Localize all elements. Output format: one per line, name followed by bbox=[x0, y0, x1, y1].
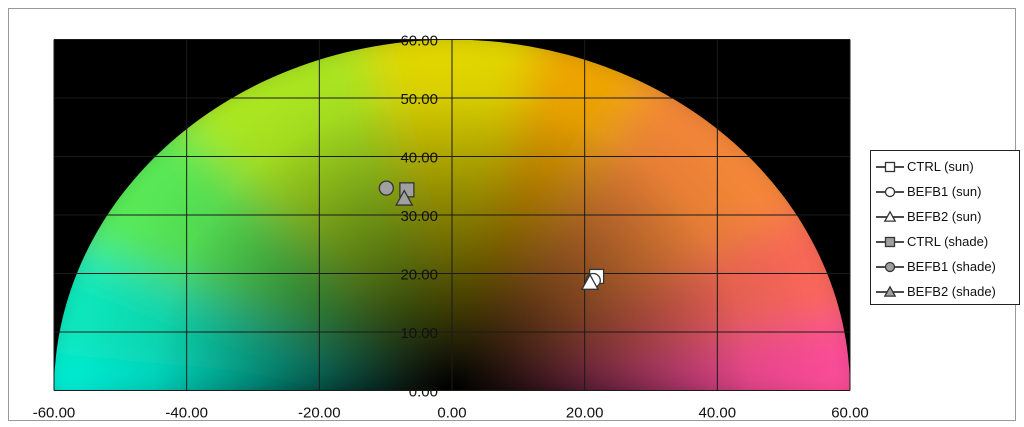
y-tick-label: 20.00 bbox=[400, 267, 438, 284]
legend-symbol-icon bbox=[876, 161, 904, 172]
legend-symbol-icon bbox=[876, 186, 904, 197]
legend-item: CTRL (sun) bbox=[875, 154, 1019, 179]
y-tick-label: 10.00 bbox=[400, 325, 438, 342]
y-axis-ticks: 0.00 10.00 20.00 30.00 40.00 50.00 60.00 bbox=[400, 33, 438, 401]
marker-befb2-sun bbox=[580, 273, 600, 290]
legend-symbol-icon bbox=[876, 236, 904, 247]
legend-label: BEFB2 (sun) bbox=[907, 209, 982, 224]
legend-item: BEFB1 (sun) bbox=[875, 179, 1019, 204]
x-tick-label: -40.00 bbox=[165, 405, 208, 421]
legend-symbol-icon bbox=[876, 284, 904, 297]
legend-label: CTRL (sun) bbox=[907, 159, 974, 174]
y-tick-label: 30.00 bbox=[400, 208, 438, 225]
y-tick-label: 50.00 bbox=[400, 91, 438, 108]
legend-symbol-icon bbox=[876, 209, 904, 222]
legend-marker bbox=[884, 236, 896, 247]
x-axis-ticks: -60.00 -40.00 -20.00 0.00 20.00 40.00 60.00 bbox=[33, 405, 869, 421]
x-tick-label: 40.00 bbox=[699, 405, 737, 421]
x-tick-label: 0.00 bbox=[437, 405, 466, 421]
legend-marker bbox=[884, 186, 896, 197]
legend-marker bbox=[883, 209, 897, 222]
legend-item: BEFB2 (sun) bbox=[875, 204, 1019, 229]
marker-befb1-shade bbox=[378, 180, 394, 196]
legend-marker bbox=[884, 261, 896, 272]
chart-plot: -60.00 -40.00 -20.00 0.00 20.00 40.00 60.00 0.… bbox=[33, 33, 869, 421]
x-tick-label: 20.00 bbox=[566, 405, 604, 421]
legend-label: BEFB2 (shade) bbox=[907, 284, 996, 299]
x-tick-label: 60.00 bbox=[831, 405, 869, 421]
legend-label: CTRL (shade) bbox=[907, 234, 989, 249]
gridlines bbox=[53, 39, 851, 391]
legend-marker bbox=[883, 284, 897, 297]
legend-item: CTRL (shade) bbox=[875, 229, 1019, 254]
legend-symbol-icon bbox=[876, 261, 904, 272]
legend-label: BEFB1 (sun) bbox=[907, 184, 982, 199]
x-tick-label: -60.00 bbox=[33, 405, 76, 421]
y-tick-label: 40.00 bbox=[400, 150, 438, 167]
marker-befb2-shade bbox=[395, 189, 414, 206]
x-tick-label: -20.00 bbox=[298, 405, 341, 421]
legend-marker bbox=[884, 161, 896, 172]
y-tick-label: 60.00 bbox=[400, 33, 438, 50]
data-markers bbox=[378, 180, 605, 290]
legend-label: BEFB1 (shade) bbox=[907, 259, 996, 274]
legend-item: BEFB2 (shade) bbox=[875, 279, 1019, 304]
legend-item: BEFB1 (shade) bbox=[875, 254, 1019, 279]
y-tick-label: 0.00 bbox=[409, 384, 438, 401]
legend: CTRL (sun) BEFB1 (sun) BEFB2 (sun) CTRL (sh… bbox=[870, 150, 1020, 305]
color-wheel bbox=[54, 39, 850, 391]
chart-frame: -60.00 -40.00 -20.00 0.00 20.00 40.00 60.00 0.… bbox=[8, 8, 1020, 421]
